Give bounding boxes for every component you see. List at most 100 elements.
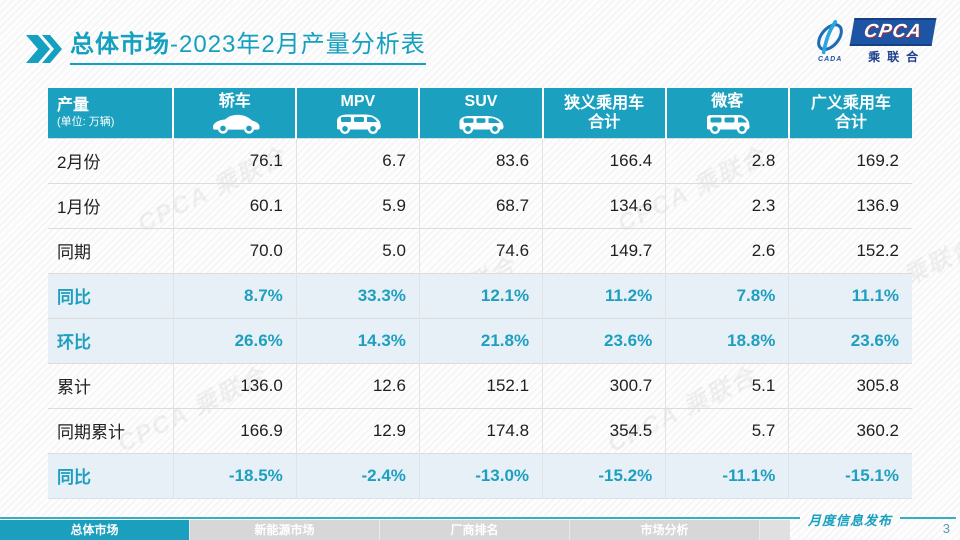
cell: 2.3: [665, 182, 789, 228]
cell: 14.3%: [295, 317, 420, 363]
col-header-broad-pv: 广义乘用车 合计: [787, 88, 912, 138]
cell: 33.3%: [295, 272, 420, 318]
col-label-line2: 合计: [834, 113, 867, 131]
cell: -13.0%: [418, 452, 543, 499]
page-title: 总体市场-2023年2月产量分析表: [70, 24, 426, 65]
row-label: 2月份: [48, 137, 174, 183]
cell: 174.8: [418, 407, 543, 453]
table-row-january: 1月份 60.1 5.9 68.7 134.6 2.3 136.9: [48, 182, 912, 228]
cell: 6.7: [295, 137, 420, 183]
tab-oem-ranking[interactable]: 厂商排名: [380, 520, 570, 540]
cell: 74.6: [418, 227, 543, 273]
swoosh-icon: [817, 20, 844, 55]
cell: 83.6: [418, 137, 543, 183]
tab-market-analysis[interactable]: 市场分析: [570, 520, 760, 540]
cell: 354.5: [542, 407, 666, 453]
cell: 300.7: [542, 362, 666, 408]
row-label: 累计: [48, 362, 174, 408]
cell: -15.1%: [788, 452, 912, 499]
tab-overall-market[interactable]: 总体市场: [0, 520, 190, 540]
table-row-yoy: 同比 8.7% 33.3% 12.1% 11.2% 7.8% 11.1%: [48, 272, 912, 318]
cell: 152.1: [418, 362, 543, 408]
col-label: MPV: [340, 92, 376, 110]
table-header: 产量 (单位: 万辆) 轿车 MPV: [48, 88, 912, 138]
col-header-suv: SUV: [418, 88, 543, 138]
row-label: 同期: [48, 227, 174, 273]
col-label: SUV: [464, 92, 498, 110]
suv-icon: [459, 115, 504, 134]
cell: 7.8%: [665, 272, 789, 318]
cpca-logo: CADA CPCA 乘联合: [812, 18, 937, 65]
page-number: 3: [942, 521, 950, 536]
table-row-cumulative: 累计 136.0 12.6 152.1 300.7 5.1 305.8: [48, 362, 912, 408]
cell: 166.9: [172, 407, 297, 453]
minivan-icon: [707, 114, 750, 134]
col-header-sedan: 轿车: [172, 88, 297, 138]
unit-sub: (单位: 万辆): [57, 115, 115, 128]
cell: 5.9: [295, 182, 420, 228]
cell: 134.6: [542, 182, 666, 228]
cell: 11.1%: [788, 272, 912, 318]
row-label: 同期累计: [48, 407, 174, 453]
cell: 5.7: [665, 407, 789, 453]
cell: -11.1%: [665, 452, 789, 499]
cpca-wordmark: CPCA 乘联合: [849, 18, 937, 65]
footer-divider-line: [0, 517, 800, 519]
double-chevron-icon: [26, 35, 62, 63]
slide-header: 总体市场-2023年2月产量分析表: [24, 24, 426, 65]
table-row-mom: 环比 26.6% 14.3% 21.8% 23.6% 18.8% 23.6%: [48, 317, 912, 363]
cada-label: CADA: [818, 56, 843, 63]
cell: 60.1: [172, 182, 297, 228]
col-header-narrow-pv: 狭义乘用车 合计: [541, 88, 666, 138]
cell: 305.8: [788, 362, 912, 408]
footer-divider-line-right: [900, 517, 956, 519]
cpca-swoosh: CADA: [812, 20, 848, 63]
col-header-minivan: 微客: [664, 88, 789, 138]
cell: 18.8%: [665, 317, 789, 363]
cell: 136.9: [788, 182, 912, 228]
cell: 8.7%: [172, 272, 297, 318]
col-header-mpv: MPV: [295, 88, 420, 138]
cell: -15.2%: [542, 452, 666, 499]
row-label: 1月份: [48, 182, 174, 228]
cell: 2.6: [665, 227, 789, 273]
row-label: 同比: [48, 452, 174, 499]
sedan-icon: [212, 114, 260, 134]
cell: 23.6%: [542, 317, 666, 363]
cell: 70.0: [172, 227, 297, 273]
tab-nev-market[interactable]: 新能源市场: [190, 520, 380, 540]
col-label: 轿车: [218, 92, 251, 110]
col-header-unit: 产量 (单位: 万辆): [48, 88, 174, 138]
cell: -2.4%: [295, 452, 420, 499]
cell: 68.7: [418, 182, 543, 228]
cell: 21.8%: [418, 317, 543, 363]
footer-nav: 总体市场 新能源市场 厂商排名 市场分析: [0, 520, 790, 540]
cell: 23.6%: [788, 317, 912, 363]
unit-title: 产量: [57, 96, 90, 114]
cell: 2.8: [665, 137, 789, 183]
cell: 149.7: [542, 227, 666, 273]
row-label: 环比: [48, 317, 174, 363]
table-row-cumulative-yoy: 同比 -18.5% -2.4% -13.0% -15.2% -11.1% -15…: [48, 452, 912, 499]
col-label: 狭义乘用车: [564, 94, 645, 112]
row-label: 同比: [48, 272, 174, 318]
cell: 152.2: [788, 227, 912, 273]
cell: 11.2%: [542, 272, 666, 318]
cell: 12.6: [295, 362, 420, 408]
cpca-brand-label: CPCA: [849, 18, 937, 46]
table-row-same-period: 同期 70.0 5.0 74.6 149.7 2.6 152.2: [48, 227, 912, 273]
col-label: 微客: [711, 92, 744, 110]
cell: 26.6%: [172, 317, 297, 363]
page-title-section: 总体市场: [70, 31, 170, 58]
cell: 12.1%: [418, 272, 543, 318]
cell: 360.2: [788, 407, 912, 453]
cell: 5.0: [295, 227, 420, 273]
cpca-sub-label: 乘联合: [868, 50, 926, 64]
cell: -18.5%: [172, 452, 297, 499]
cell: 169.2: [788, 137, 912, 183]
page-title-rest: -2023年2月产量分析表: [170, 31, 426, 58]
table-row-same-period-cumulative: 同期累计 166.9 12.9 174.8 354.5 5.7 360.2: [48, 407, 912, 453]
mpv-icon: [336, 114, 381, 134]
cell: 76.1: [172, 137, 297, 183]
